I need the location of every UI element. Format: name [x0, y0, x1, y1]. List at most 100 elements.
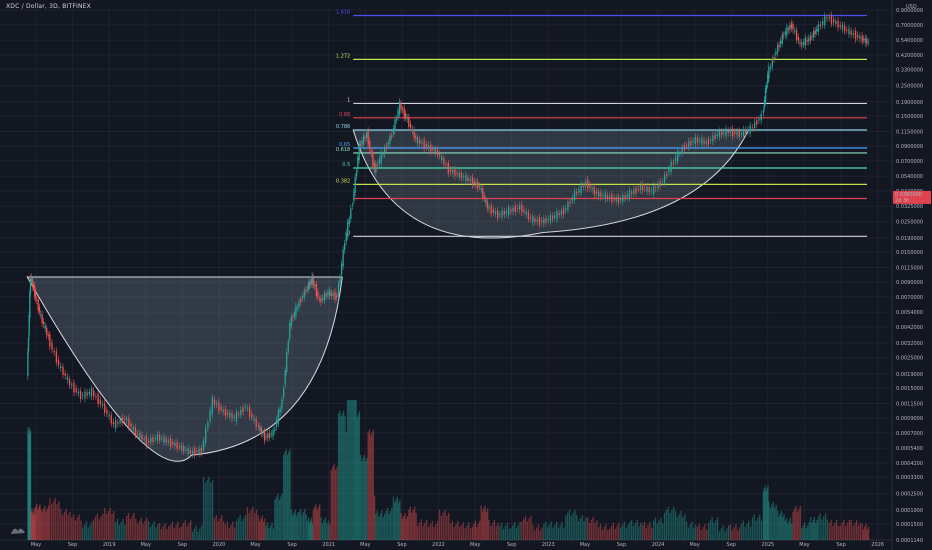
volume-bar [599, 523, 602, 540]
candle-body [387, 142, 389, 145]
volume-bar [323, 520, 325, 540]
candle-body [354, 177, 356, 193]
volume-bar [280, 496, 282, 540]
candle-body [532, 216, 534, 223]
y-tick-label: 0.0090000 [896, 280, 923, 286]
volume-bar [416, 525, 419, 540]
volume-bar [497, 522, 499, 540]
candle-body [628, 190, 631, 199]
volume-bar [783, 513, 785, 540]
candle-body [411, 128, 413, 131]
volume-bar [312, 510, 314, 540]
candle-body [727, 130, 729, 133]
candle-body [336, 295, 338, 298]
volume-bar [146, 517, 148, 540]
volume-bar [34, 506, 37, 540]
candle-body [725, 128, 727, 137]
volume-bar [638, 525, 640, 540]
candle-body [819, 24, 822, 27]
volume-bar [243, 517, 245, 540]
y-tick-label: 0.3300000 [896, 67, 923, 73]
volume-bar [222, 521, 225, 540]
candle-body [657, 183, 659, 189]
volume-bar [515, 528, 518, 540]
candle-body [317, 291, 319, 298]
candle-body [822, 21, 824, 26]
volume-bar [834, 522, 836, 540]
volume-bar [444, 509, 446, 540]
volume-bar [543, 524, 545, 540]
volume-bar [366, 457, 368, 540]
volume-bar [284, 451, 286, 540]
candle-body [260, 428, 263, 434]
x-tick-label: 2023 [542, 542, 555, 548]
fib-level-label: 1 [347, 97, 350, 103]
volume-bar [466, 525, 468, 540]
volume-bar [375, 513, 377, 540]
volume-bar [109, 507, 111, 540]
candle-body [694, 136, 696, 144]
volume-bar [581, 515, 583, 540]
volume-bar [286, 454, 289, 540]
volume-bar [98, 519, 100, 540]
candle-body [742, 129, 745, 136]
volume-bar [213, 518, 216, 540]
volume-bar [349, 400, 351, 540]
volume-bar [44, 505, 46, 540]
candle-body [527, 212, 530, 219]
candle-body [237, 414, 240, 415]
y-tick-label: 0.0115000 [896, 266, 923, 272]
volume-bar [462, 522, 464, 540]
volume-bar [823, 516, 825, 540]
volume-bar [765, 491, 767, 540]
volume-bar [738, 527, 741, 540]
volume-bar [787, 523, 789, 540]
volume-bar [158, 523, 161, 540]
volume-bar [104, 507, 106, 540]
volume-bar [221, 515, 223, 540]
volume-bar [777, 510, 779, 540]
volume-bar [845, 525, 847, 540]
candle-body [284, 370, 286, 385]
candle-body [27, 337, 30, 352]
volume-bar [479, 520, 481, 540]
volume-bar [832, 525, 834, 540]
candle-body [369, 140, 371, 150]
volume-bar [160, 529, 163, 540]
candle-body [308, 282, 310, 290]
candle-body [523, 209, 525, 212]
volume-bar [512, 525, 514, 540]
volume-bar [168, 526, 170, 540]
candle-body [721, 131, 723, 136]
x-tick-label: Sep [287, 542, 296, 548]
candle-body [339, 277, 341, 283]
candle-body [573, 191, 576, 201]
volume-bar [805, 528, 807, 540]
volume-bar [290, 509, 292, 540]
candle-body [73, 382, 75, 393]
candle-body [771, 59, 774, 67]
volume-bar [448, 512, 450, 540]
volume-bar [274, 499, 276, 540]
volume-bar [414, 506, 416, 540]
volume-bar [308, 523, 311, 540]
volume-bar [278, 499, 280, 540]
candle-body [432, 148, 434, 151]
candle-body [763, 99, 766, 108]
volume-bar [821, 519, 823, 540]
candle-body [64, 373, 66, 376]
candle-body [545, 217, 547, 223]
y-tick-label: 0.2500000 [896, 84, 923, 90]
volume-bar [408, 509, 410, 540]
candle-body [150, 437, 152, 444]
candle-body [55, 351, 58, 363]
volume-bar [566, 512, 569, 540]
volume-bar [372, 429, 374, 540]
volume-bar [812, 519, 814, 540]
volume-bar [641, 524, 644, 540]
volume-bar [294, 509, 296, 540]
candle-body [255, 419, 257, 428]
volume-bar [378, 516, 380, 540]
candle-body [68, 378, 71, 386]
